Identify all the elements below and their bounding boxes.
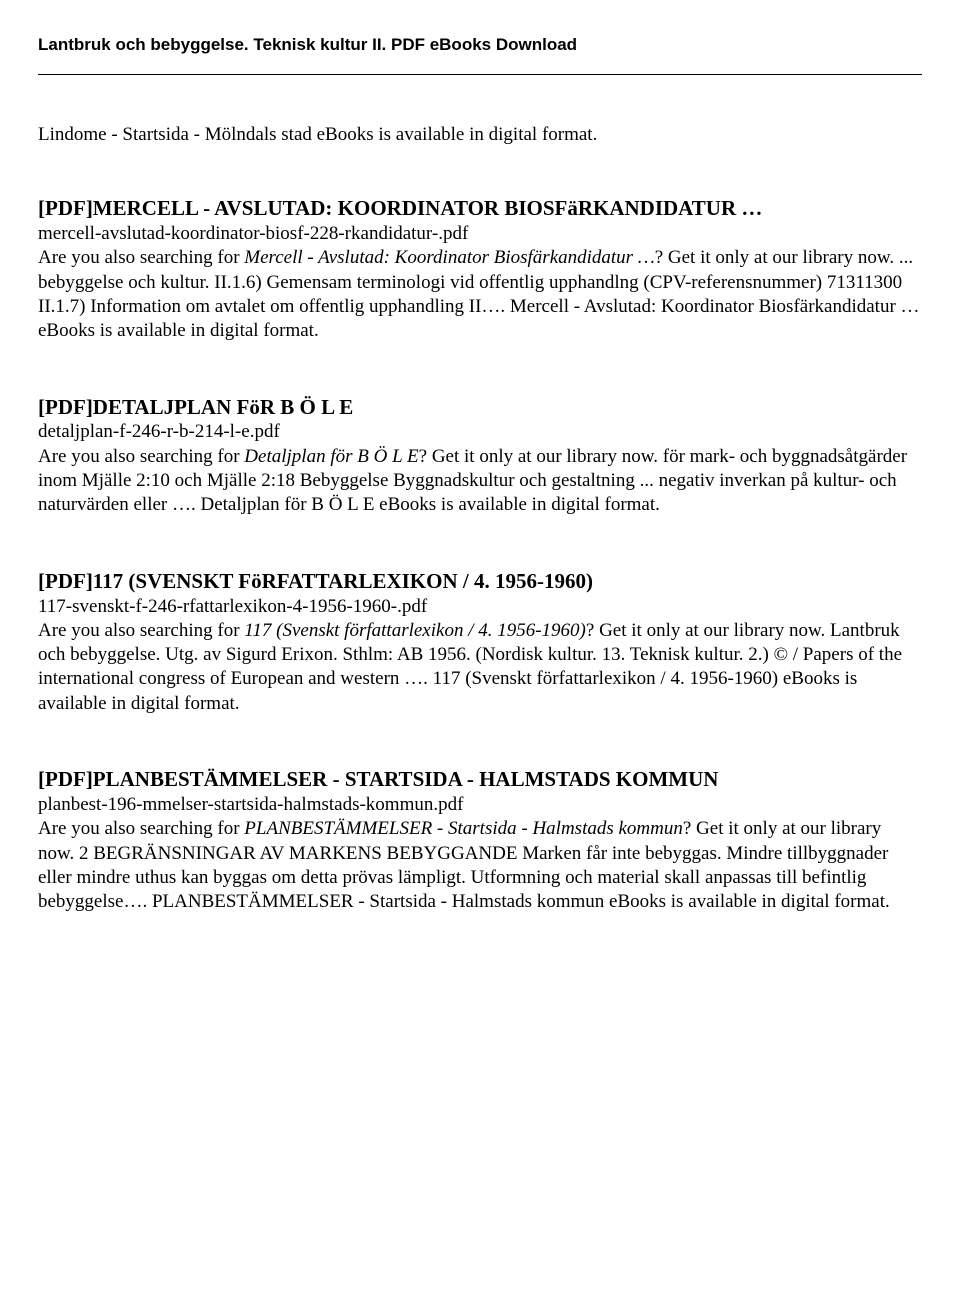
entry-title: [PDF]117 (SVENSKT FöRFATTARLEXIKON / 4. …	[38, 568, 922, 595]
entry-body-italic: Mercell - Avslutad: Koordinator Biosfärk…	[244, 247, 654, 268]
entry: [PDF]PLANBESTÄMMELSER - STARTSIDA - HALM…	[38, 766, 922, 914]
entry-body-pre: Are you also searching for	[38, 247, 244, 268]
entry-body: Are you also searching for Mercell - Avs…	[38, 246, 922, 343]
entry-title: [PDF]PLANBESTÄMMELSER - STARTSIDA - HALM…	[38, 766, 922, 793]
intro-text: Lindome - Startsida - Mölndals stad eBoo…	[38, 123, 922, 147]
page-header: Lantbruk och bebyggelse. Teknisk kultur …	[38, 34, 922, 56]
entry: [PDF]MERCELL - AVSLUTAD: KOORDINATOR BIO…	[38, 195, 922, 343]
entry-file: detaljplan-f-246-r-b-214-l-e.pdf	[38, 420, 922, 444]
entry: [PDF]DETALJPLAN FöR B Ö L Edetaljplan-f-…	[38, 394, 922, 518]
entry-title: [PDF]DETALJPLAN FöR B Ö L E	[38, 394, 922, 421]
entry-body: Are you also searching for Detaljplan fö…	[38, 445, 922, 518]
entry-body-pre: Are you also searching for	[38, 818, 244, 839]
entry-title: [PDF]MERCELL - AVSLUTAD: KOORDINATOR BIO…	[38, 195, 922, 222]
entry-body: Are you also searching for 117 (Svenskt …	[38, 619, 922, 716]
header-divider	[38, 74, 922, 75]
entry-body-pre: Are you also searching for	[38, 620, 244, 641]
entry-file: mercell-avslutad-koordinator-biosf-228-r…	[38, 222, 922, 246]
entry-file: planbest-196-mmelser-startsida-halmstads…	[38, 793, 922, 817]
entry-body: Are you also searching for PLANBESTÄMMEL…	[38, 817, 922, 914]
entry-body-italic: 117 (Svenskt författarlexikon / 4. 1956-…	[244, 620, 586, 641]
entry: [PDF]117 (SVENSKT FöRFATTARLEXIKON / 4. …	[38, 568, 922, 716]
entries-container: [PDF]MERCELL - AVSLUTAD: KOORDINATOR BIO…	[38, 195, 922, 914]
entry-body-pre: Are you also searching for	[38, 446, 244, 467]
entry-body-italic: PLANBESTÄMMELSER - Startsida - Halmstads…	[244, 818, 683, 839]
entry-file: 117-svenskt-f-246-rfattarlexikon-4-1956-…	[38, 595, 922, 619]
entry-body-italic: Detaljplan för B Ö L E	[244, 446, 418, 467]
